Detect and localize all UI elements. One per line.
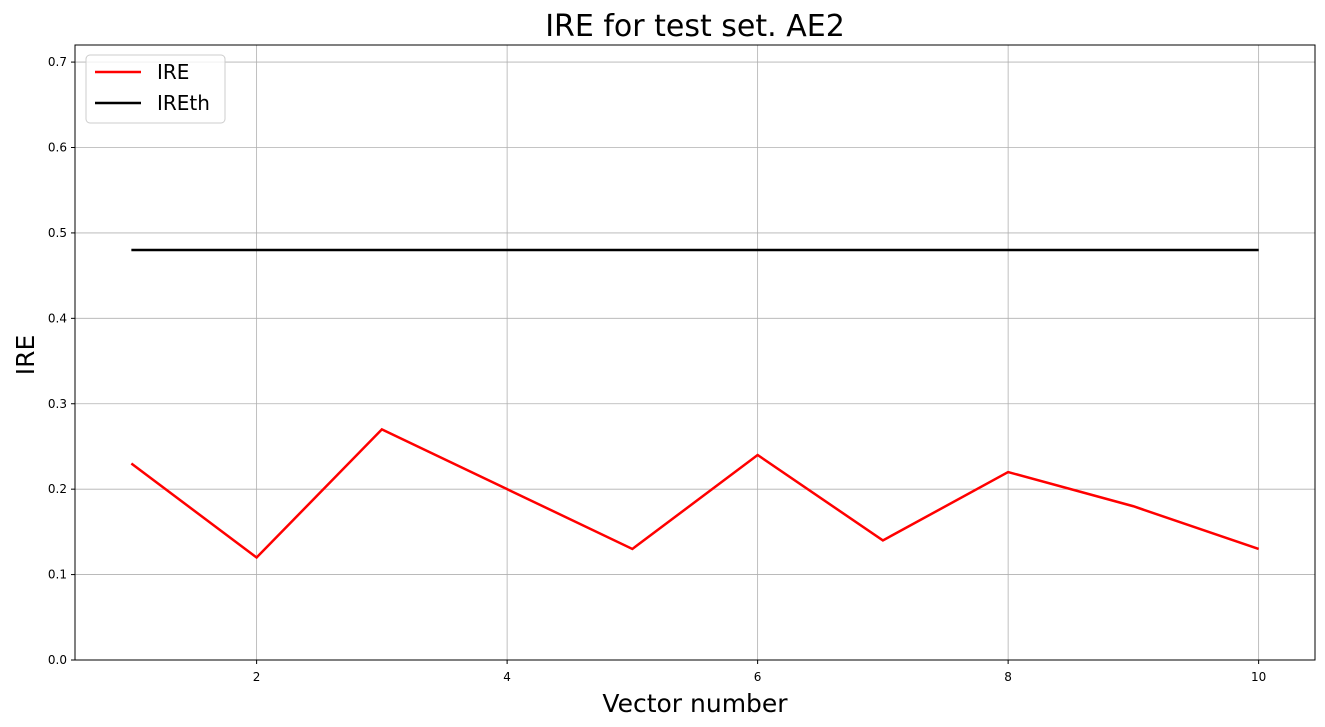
- series-line-ire: [130, 427, 1260, 560]
- x-tick-label: 10: [1251, 670, 1266, 684]
- x-tick-label: 2: [253, 670, 261, 684]
- series-group: [130, 248, 1260, 560]
- x-axis: 2 4 6 8 10: [253, 660, 1266, 684]
- grid: [75, 45, 1315, 661]
- x-tick-label: 6: [754, 670, 762, 684]
- y-tick-label: 0.4: [48, 311, 67, 325]
- y-axis-label: IRE: [11, 335, 40, 376]
- x-tick-label: 8: [1004, 670, 1012, 684]
- plot-frame: [74, 44, 1316, 661]
- y-tick-label: 0.7: [48, 55, 67, 69]
- chart-title: IRE for test set. AE2: [545, 9, 845, 44]
- y-tick-label: 0.6: [48, 141, 67, 155]
- y-tick-label: 0.5: [48, 226, 67, 240]
- legend-label-ireth: IREth: [157, 91, 210, 115]
- x-tick-label: 4: [503, 670, 511, 684]
- y-tick-label: 0.2: [48, 482, 67, 496]
- y-tick-label: 0.0: [48, 653, 67, 667]
- x-axis-label: Vector number: [602, 689, 788, 718]
- y-tick-label: 0.3: [48, 397, 67, 411]
- y-tick-label: 0.1: [48, 568, 67, 582]
- y-axis: 0.0 0.1 0.2 0.3 0.4 0.5 0.6 0.7: [48, 55, 75, 667]
- legend: IRE IREth: [85, 54, 226, 124]
- legend-label-ire: IRE: [157, 60, 189, 84]
